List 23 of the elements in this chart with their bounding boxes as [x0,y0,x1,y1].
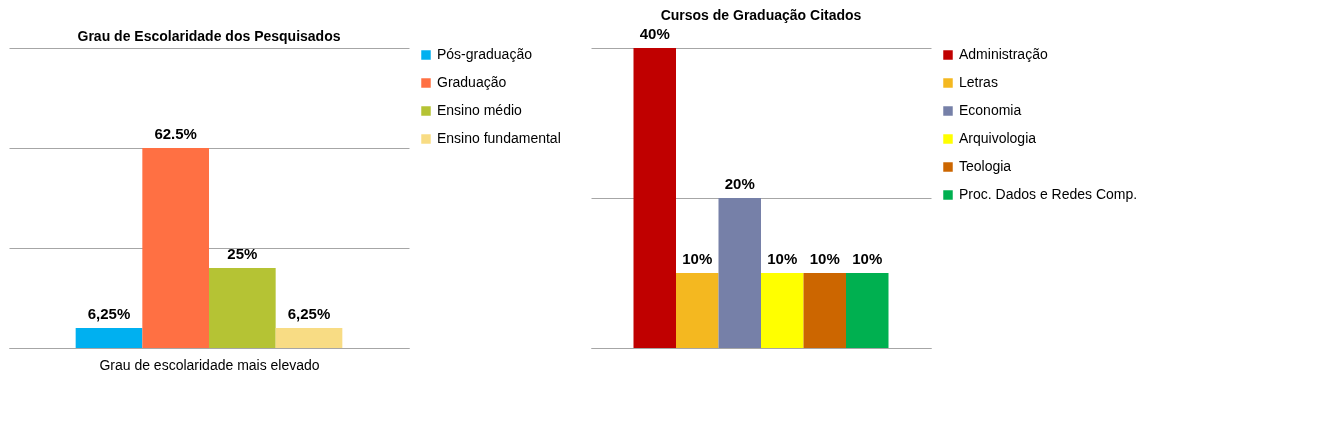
data-label: 10% [852,250,883,267]
legend-label: Letras [959,74,998,90]
data-label: 25% [227,245,258,262]
data-label: 10% [682,250,713,267]
legend-label: Ensino fundamental [437,130,561,146]
legend-label: Economia [959,102,1022,118]
data-label: 10% [767,250,798,267]
legend-label: Ensino médio [437,102,523,118]
legend-label: Graduação [437,74,507,90]
legend-label: Proc. Dados e Redes Comp. [959,186,1138,202]
data-label: 40% [639,25,670,42]
legend-label: Arquivologia [959,130,1037,146]
chart-title: Grau de Escolaridade dos Pesquisados [77,28,341,44]
data-label: 6,25% [87,305,131,322]
chart-title: Cursos de Graduação Citados [660,7,862,23]
x-axis-title: Grau de escolaridade mais elevado [99,356,320,373]
legend-label: Pós-graduação [437,46,533,62]
data-label: 10% [809,250,840,267]
legend-label: Teologia [959,158,1012,174]
data-label: 62.5% [154,125,197,142]
data-label: 6,25% [287,305,331,322]
data-label: 20% [724,175,755,192]
legend-label: Administração [959,46,1048,62]
